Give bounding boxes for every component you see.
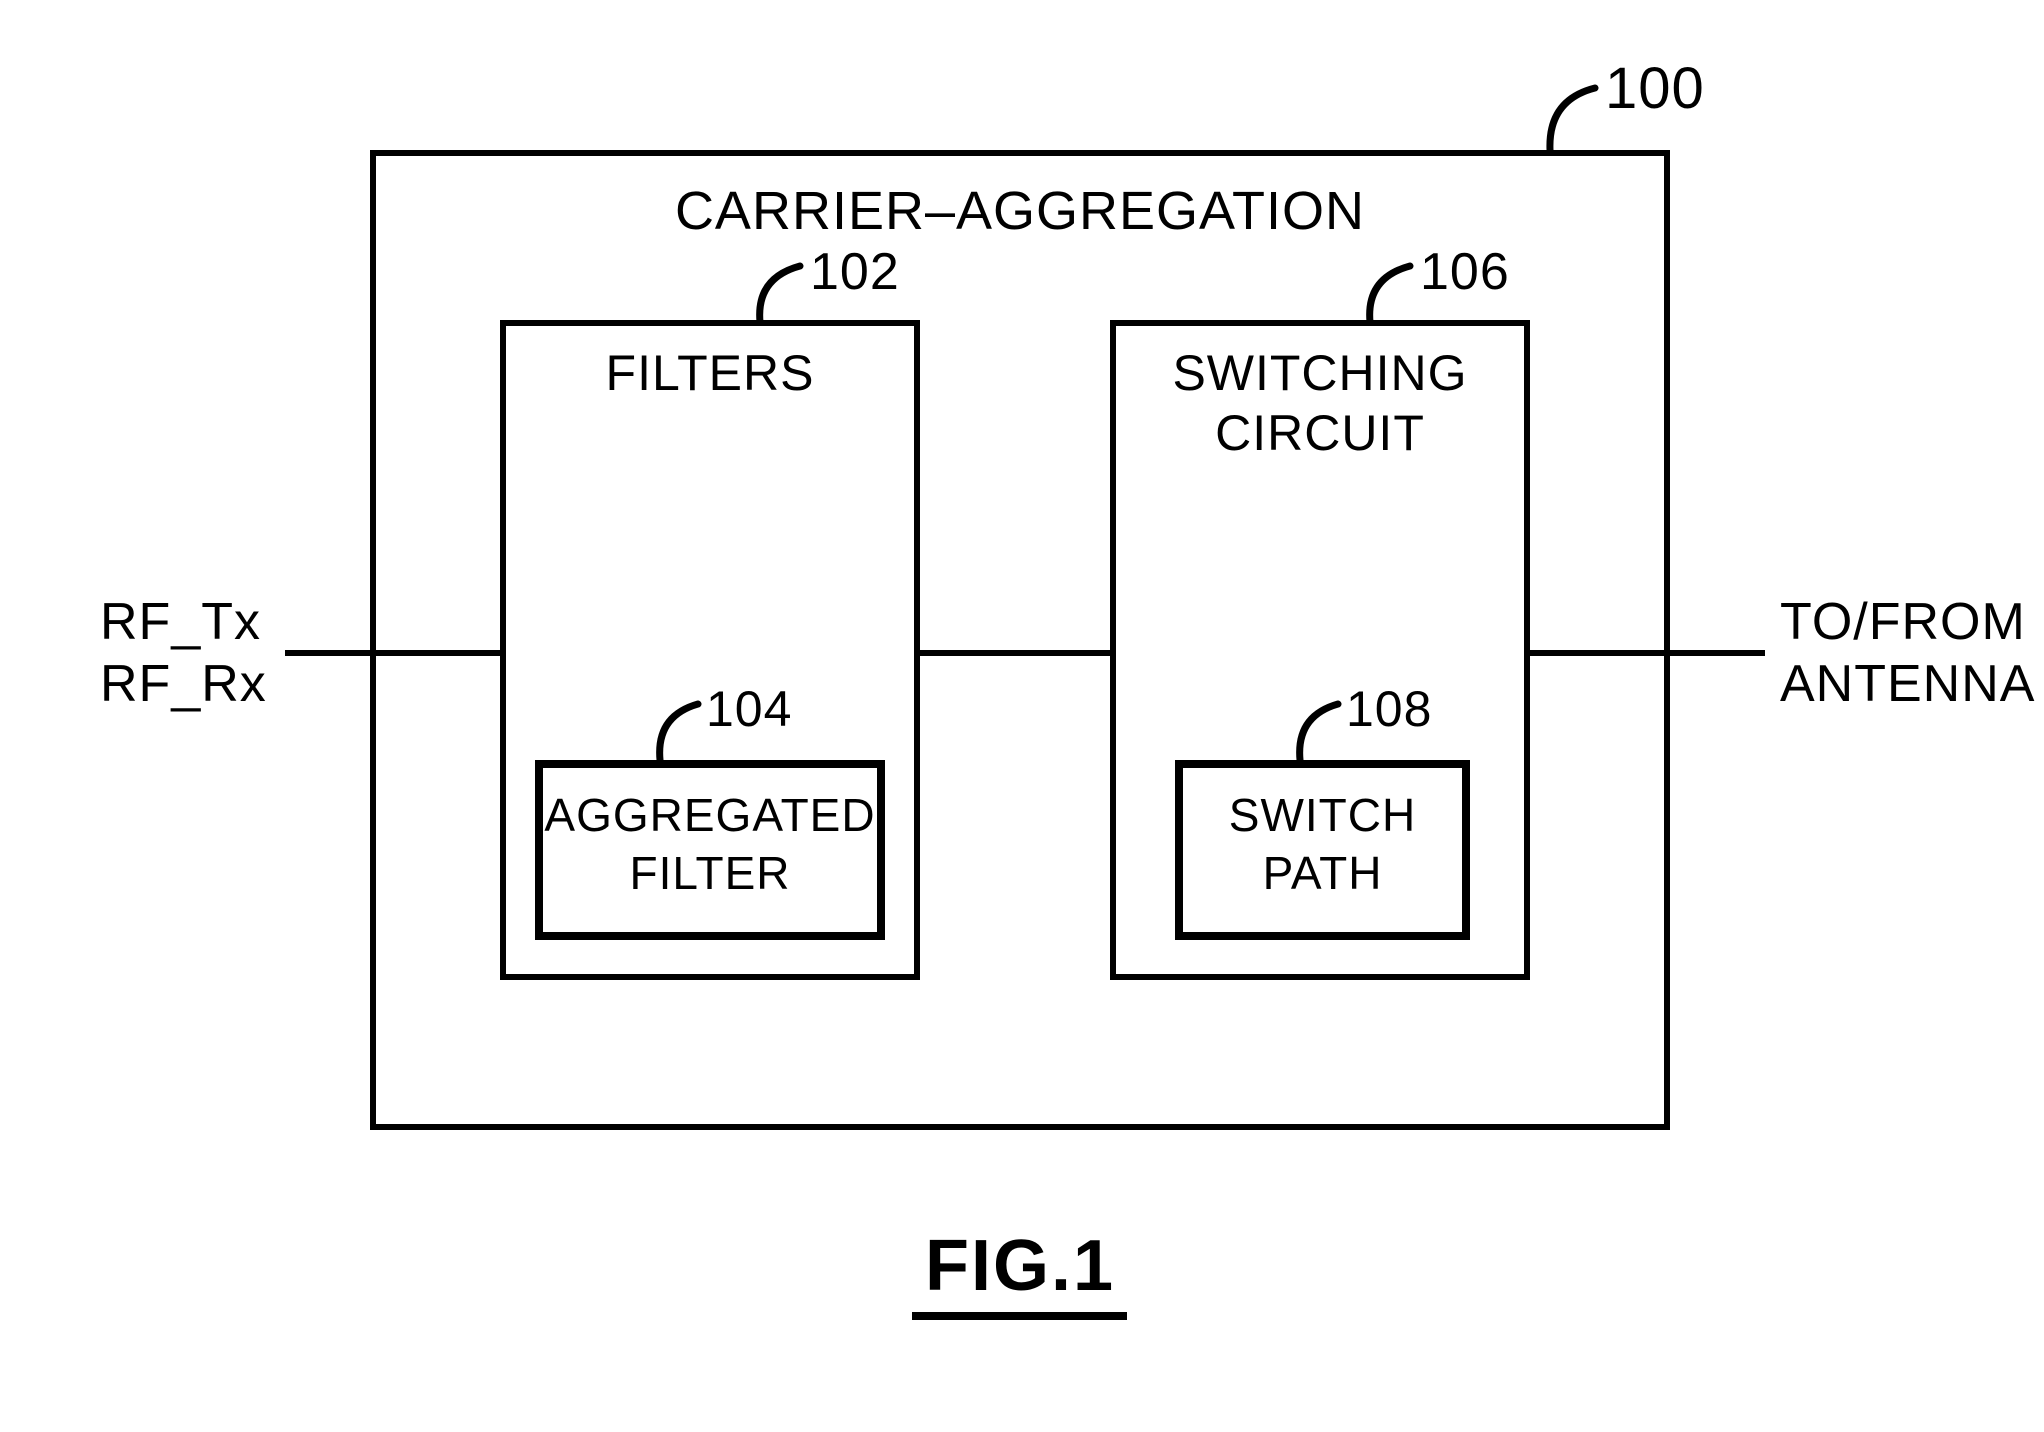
right-io-line2: ANTENNA [1780, 654, 2035, 714]
aggregated-filter-label-2: FILTER [535, 846, 885, 900]
filters-title: FILTERS [500, 344, 920, 402]
ref-108: 108 [1346, 680, 1432, 738]
right-io-line1: TO/FROM [1780, 592, 2026, 652]
ref-104: 104 [706, 680, 792, 738]
left-io-line1: RF_Tx [100, 592, 261, 652]
ref-102: 102 [810, 242, 900, 302]
switching-title-2: CIRCUIT [1110, 404, 1530, 462]
outer-title: CARRIER–AGGREGATION [370, 180, 1670, 242]
connector-right-2 [1670, 650, 1765, 656]
switching-title-1: SWITCHING [1110, 344, 1530, 402]
switch-path-label-2: PATH [1175, 846, 1470, 900]
figure-caption: FIG.1 [870, 1225, 1170, 1307]
ref-106: 106 [1420, 242, 1510, 302]
connector-right-1 [1530, 650, 1670, 656]
connector-mid [920, 650, 1110, 656]
connector-left-2 [376, 650, 500, 656]
figure-caption-underline [912, 1312, 1127, 1320]
ref-100: 100 [1605, 55, 1705, 122]
diagram-canvas: 100 CARRIER–AGGREGATION 102 FILTERS 104 … [0, 0, 2044, 1432]
aggregated-filter-label-1: AGGREGATED [535, 788, 885, 842]
connector-left-1 [285, 650, 370, 656]
switch-path-label-1: SWITCH [1175, 788, 1470, 842]
left-io-line2: RF_Rx [100, 654, 267, 714]
